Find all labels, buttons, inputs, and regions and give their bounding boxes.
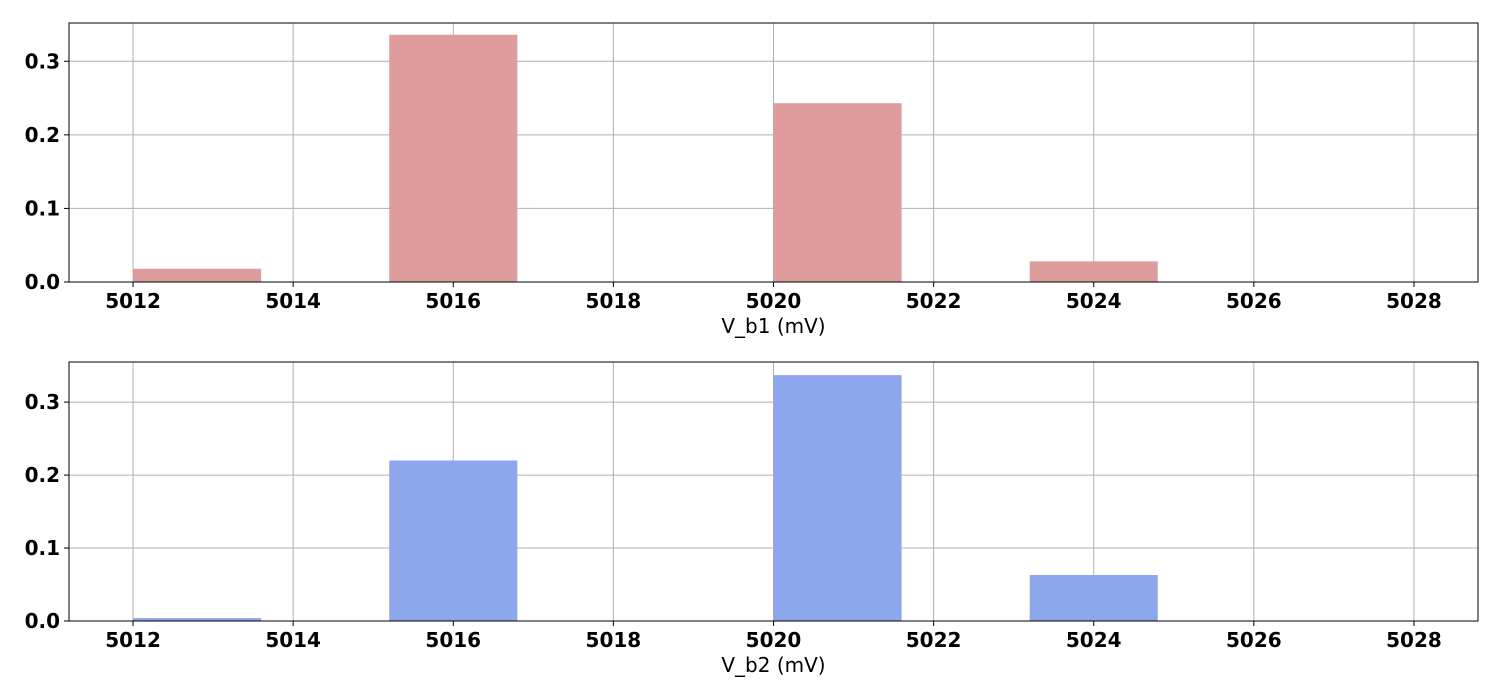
panel1-y-tick-label: 0.0	[25, 270, 60, 294]
panel2-x-axis-label: V_b2 (mV)	[721, 653, 825, 677]
panel1-x-tick-label: 5012	[105, 289, 161, 313]
panel2-x-tick-label: 5014	[265, 628, 321, 652]
panel2-y-tick-label: 0.3	[25, 390, 60, 414]
panel2-bar	[389, 460, 518, 621]
panel1-bar	[133, 268, 262, 282]
panel1-bar	[389, 34, 518, 282]
panel2-x-tick-label: 5016	[425, 628, 481, 652]
histogram-panel-vb2: 5012 5014 5016 5018 5020 5022 5024 5026 5028 0.0 0…	[25, 361, 1479, 677]
panel2-bar	[773, 375, 902, 621]
panel1-x-tick-label: 5024	[1066, 289, 1122, 313]
panel1-y-tick-label: 0.2	[25, 123, 60, 147]
panel1-x-axis-label: V_b1 (mV)	[721, 314, 825, 338]
histogram-panel-vb1: 5012 5014 5016 5018 5020 5022 5024 5026 5028 0.0 0…	[25, 22, 1479, 338]
panel1-y-tick-label: 0.1	[25, 196, 60, 220]
panel2-x-tick-label: 5026	[1226, 628, 1282, 652]
panel1-x-tick-label: 5028	[1386, 289, 1442, 313]
panel2-y-tick-label: 0.1	[25, 536, 60, 560]
panel1-x-tick-label: 5016	[425, 289, 481, 313]
panel1-x-tick-label: 5020	[746, 289, 802, 313]
panel1-bar	[1029, 261, 1158, 282]
panel1-x-tick-label: 5018	[586, 289, 642, 313]
panel1-x-tick-label: 5022	[906, 289, 962, 313]
panel1-x-tick-label: 5014	[265, 289, 321, 313]
panel2-x-tick-label: 5024	[1066, 628, 1122, 652]
panel2-bar	[133, 618, 262, 621]
panel1-x-tick-label: 5026	[1226, 289, 1282, 313]
panel2-x-tick-label: 5028	[1386, 628, 1442, 652]
panel2-x-tick-label: 5020	[746, 628, 802, 652]
panel1-bar	[773, 103, 902, 282]
panel2-x-tick-label: 5022	[906, 628, 962, 652]
panel2-y-tick-label: 0.2	[25, 463, 60, 487]
panel2-bar	[1029, 575, 1158, 621]
panel2-x-tick-label: 5012	[105, 628, 161, 652]
panel2-y-tick-label: 0.0	[25, 609, 60, 633]
panel1-y-tick-label: 0.3	[25, 49, 60, 73]
panel2-x-tick-label: 5018	[586, 628, 642, 652]
